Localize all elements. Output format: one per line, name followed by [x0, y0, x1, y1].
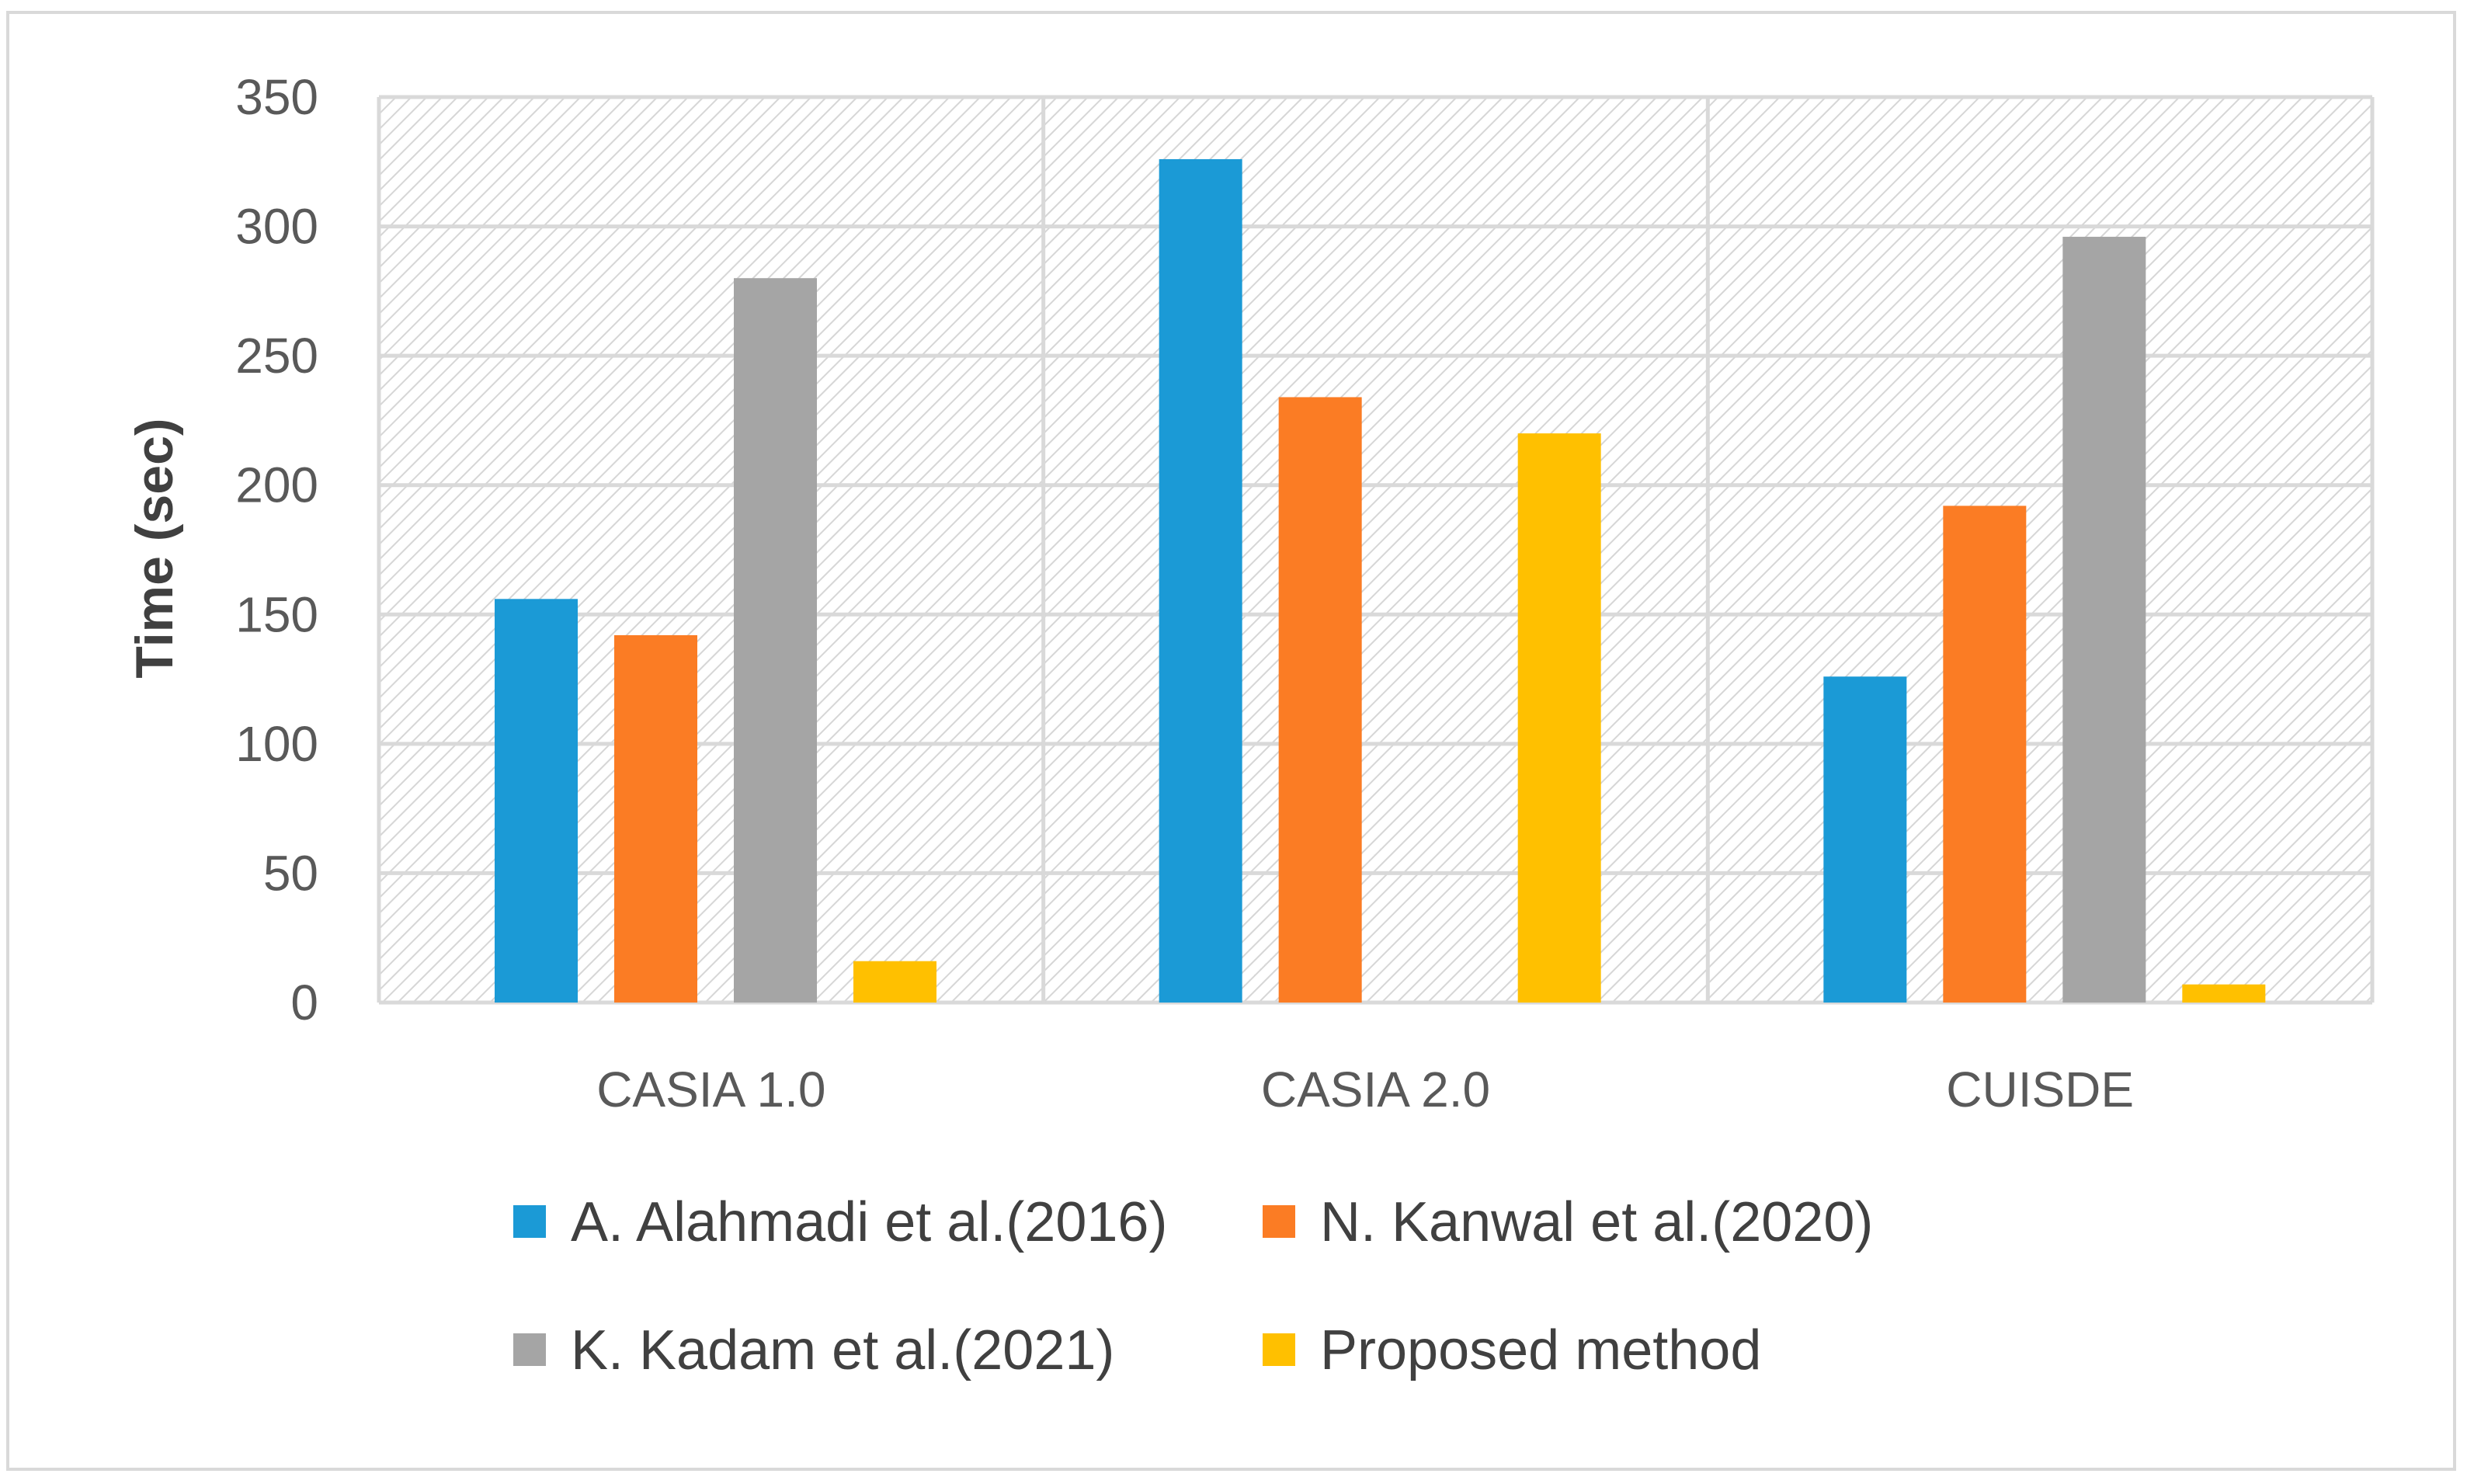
bar-4-1 — [853, 961, 936, 1003]
plot-area — [379, 97, 2372, 1003]
legend-label-1: A. Alahmadi et al.(2016) — [571, 1191, 1167, 1253]
bar-3-1 — [734, 278, 817, 1003]
y-tick-label-2: 100 — [235, 716, 318, 772]
bar-1-1 — [495, 599, 578, 1003]
legend-swatch-4 — [1263, 1333, 1295, 1366]
bar-2-2 — [1278, 397, 1362, 1003]
y-axis-label: Time (sec) — [125, 418, 184, 678]
x-tick-label-1: CASIA 2.0 — [1261, 1062, 1490, 1117]
legend-label-4: Proposed method — [1320, 1319, 1761, 1381]
x-tick-label-0: CASIA 1.0 — [596, 1062, 825, 1117]
x-axis-ticks: CASIA 1.0 CASIA 2.0 CUISDE — [596, 1062, 2134, 1117]
y-tick-label-6: 300 — [235, 199, 318, 255]
y-tick-label-4: 200 — [235, 457, 318, 513]
x-tick-label-2: CUISDE — [1946, 1062, 2134, 1117]
legend-label-2: N. Kanwal et al.(2020) — [1320, 1191, 1873, 1253]
y-tick-label-0: 0 — [290, 975, 318, 1030]
bar-4-3 — [2182, 984, 2266, 1003]
bar-4-2 — [1517, 433, 1601, 1003]
bar-1-2 — [1159, 158, 1242, 1003]
y-axis-ticks: 0 50 100 150 200 250 300 350 — [235, 69, 318, 1030]
legend-swatch-3 — [513, 1333, 546, 1366]
legend-label-3: K. Kadam et al.(2021) — [571, 1319, 1114, 1381]
bar-3-3 — [2062, 236, 2146, 1003]
y-tick-label-5: 250 — [235, 328, 318, 384]
legend-swatch-1 — [513, 1205, 546, 1238]
gridlines — [377, 95, 2375, 1005]
bar-2-1 — [614, 634, 697, 1003]
bar-1-3 — [1823, 676, 1907, 1003]
bar-2-3 — [1943, 506, 2027, 1003]
y-tick-label-7: 350 — [235, 69, 318, 125]
y-tick-label-1: 50 — [263, 845, 318, 901]
y-tick-label-3: 150 — [235, 586, 318, 642]
legend-swatch-2 — [1263, 1205, 1295, 1238]
bars — [495, 158, 2266, 1003]
legend: A. Alahmadi et al.(2016) N. Kanwal et al.… — [513, 1191, 1873, 1381]
